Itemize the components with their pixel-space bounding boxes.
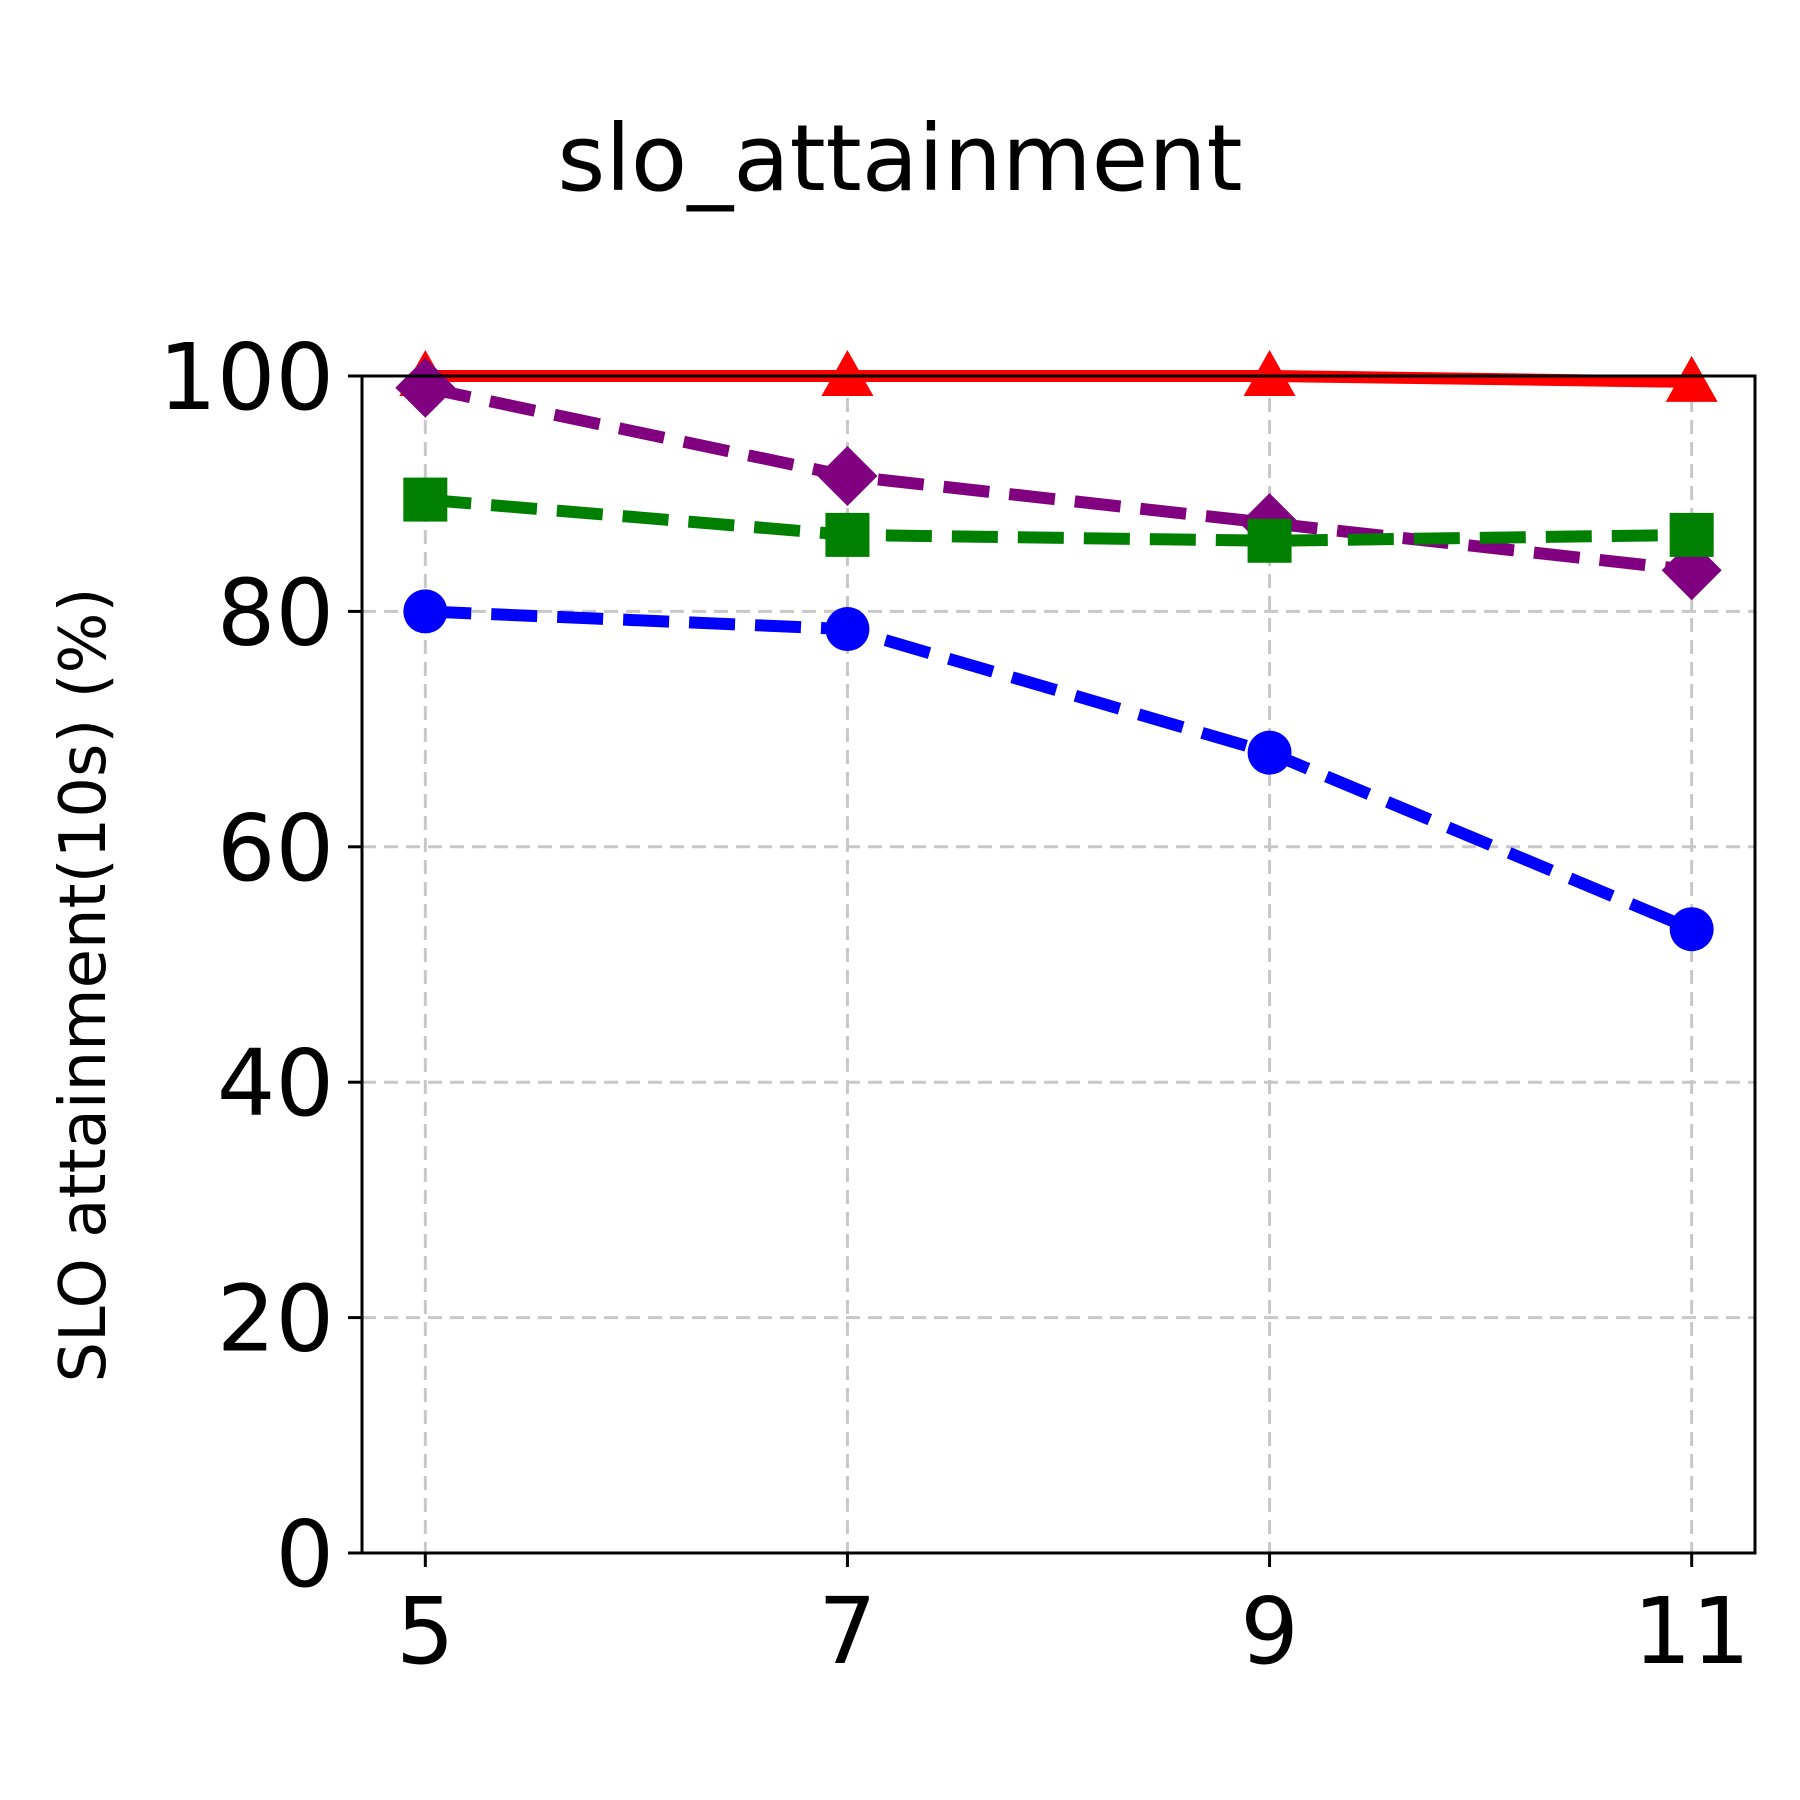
series-layer	[395, 350, 1722, 952]
data-point	[825, 512, 870, 557]
y-tick-label: 0	[275, 1501, 334, 1608]
plot-frame	[360, 374, 1757, 1555]
y-tick-label: 40	[217, 1030, 334, 1137]
series-line-4	[425, 605, 1694, 935]
data-point	[1243, 350, 1296, 396]
data-point	[395, 357, 456, 418]
y-tick-label: 60	[217, 795, 334, 902]
ticks: 0 20 40 60 80 100 5 7 9 11	[158, 324, 1750, 1685]
y-tick-label: 80	[217, 559, 334, 666]
data-point	[1247, 518, 1292, 563]
data-point	[403, 477, 448, 522]
y-tick-label: 20	[217, 1266, 334, 1373]
series-line-3	[424, 493, 1692, 547]
series-line-2	[424, 381, 1693, 577]
data-point	[1669, 512, 1714, 557]
y-axis-label: SLO attainment(10s) (%)	[47, 588, 121, 1383]
grid	[362, 376, 1755, 1553]
data-point	[1669, 907, 1714, 952]
data-point	[821, 350, 874, 396]
data-point	[403, 589, 448, 634]
x-tick-label: 5	[396, 1578, 455, 1685]
chart-title: slo_attainment	[557, 105, 1242, 212]
x-tick-label: 9	[1240, 1578, 1299, 1685]
data-point	[1665, 355, 1718, 402]
data-point	[817, 446, 878, 507]
data-point	[825, 607, 870, 652]
data-point	[1247, 730, 1292, 775]
x-tick-label: 7	[818, 1578, 877, 1685]
x-tick-label: 11	[1633, 1578, 1750, 1685]
y-tick-label: 100	[158, 324, 334, 431]
